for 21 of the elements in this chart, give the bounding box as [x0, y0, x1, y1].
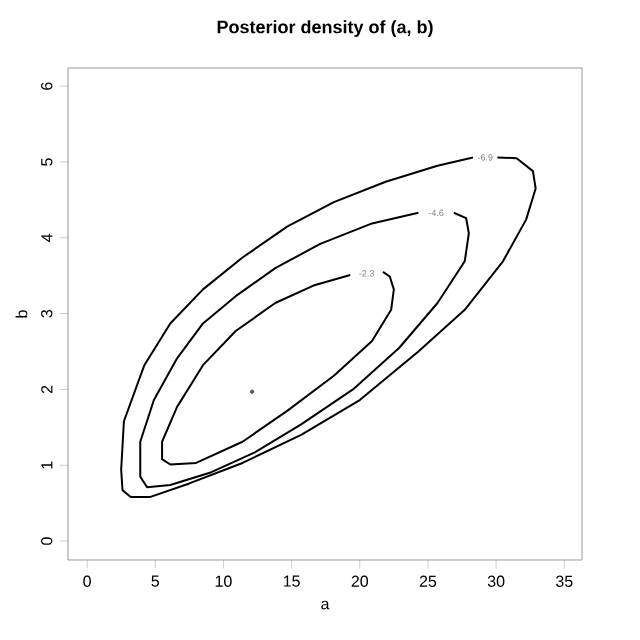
- y-tick-label: 3: [41, 309, 53, 318]
- x-tick-label: 25: [419, 575, 437, 587]
- y-tick-label: 0: [41, 537, 53, 545]
- y-tick-label: 1: [41, 461, 53, 469]
- x-tick-label: 10: [215, 575, 232, 587]
- x-tick-label: 30: [487, 575, 505, 587]
- line-series: [120, 156, 537, 499]
- y-tick-label: 5: [41, 158, 53, 166]
- y-tick-label: 6: [41, 82, 53, 90]
- y-tick-label: 4: [41, 233, 53, 242]
- chart-title: Posterior density of (a, b): [217, 20, 433, 37]
- y-axis-title: b: [15, 310, 28, 318]
- x-tick-label: 15: [283, 575, 300, 587]
- x-tick-label: 35: [555, 575, 573, 587]
- y-tick-label: 2: [41, 385, 53, 394]
- x-axis-title: a: [321, 600, 330, 610]
- line-series: [161, 270, 395, 466]
- x-tick-label: 0: [83, 575, 91, 587]
- x-tick-label: 5: [151, 575, 160, 587]
- x-tick-label: 20: [351, 575, 369, 587]
- line-series: [139, 211, 470, 489]
